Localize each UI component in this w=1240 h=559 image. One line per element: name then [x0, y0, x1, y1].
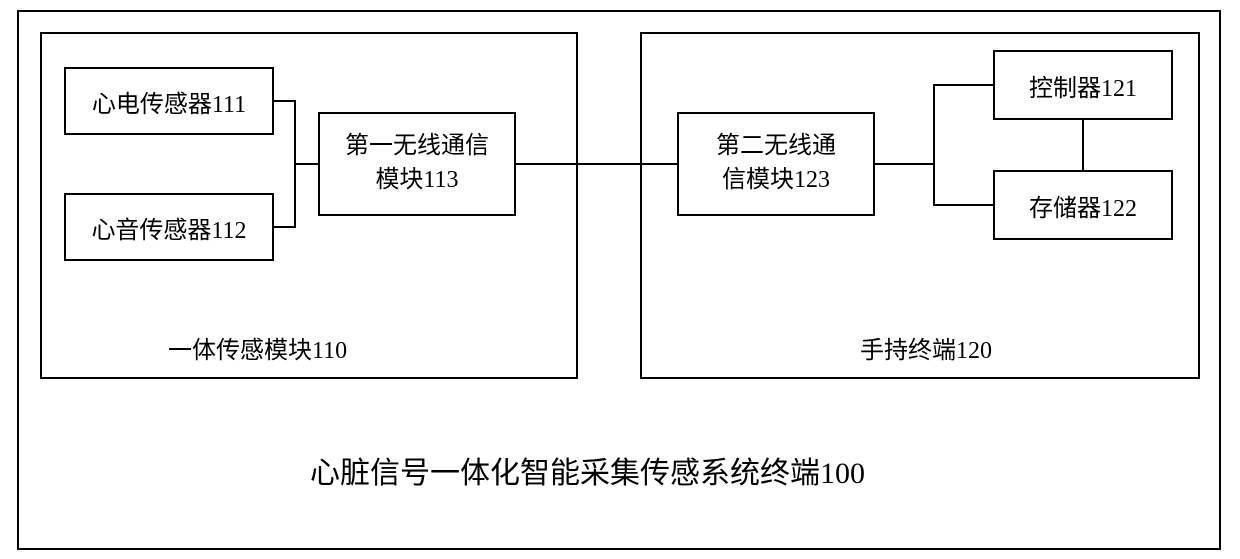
edge-bracket-to-n121 — [933, 84, 993, 86]
node-label: 存储器122 — [1029, 188, 1137, 223]
node-wireless-2-123: 第二无线通 信模块123 — [677, 112, 875, 216]
edge-n112-bracket-h — [274, 226, 296, 228]
node-ecg-sensor-111: 心电传感器111 — [64, 67, 274, 135]
node-label: 心电传感器111 — [92, 84, 246, 119]
diagram-canvas: 心电传感器111 心音传感器112 第一无线通信 模块113 第二无线通 信模块… — [0, 0, 1240, 559]
group-label-sensor-module: 一体传感模块110 — [168, 330, 347, 365]
node-label: 心音传感器112 — [91, 210, 246, 245]
node-label: 第一无线通信 模块113 — [345, 130, 489, 197]
edge-bracket-to-n122 — [933, 204, 993, 206]
group-label-handheld-terminal: 手持终端120 — [860, 330, 992, 365]
edge-n113-n123 — [516, 163, 677, 165]
edge-n123-bracket-h — [875, 163, 935, 165]
node-pcg-sensor-112: 心音传感器112 — [64, 193, 274, 261]
node-label: 第二无线通 信模块123 — [716, 130, 836, 197]
edge-n111-bracket-h — [274, 100, 296, 102]
title-text: 心脏信号一体化智能采集传感系统终端100 — [310, 457, 865, 490]
diagram-title: 心脏信号一体化智能采集传感系统终端100 — [310, 448, 865, 492]
edge-right-bracket-v — [933, 84, 935, 206]
group-label-text: 手持终端120 — [860, 338, 992, 364]
node-controller-121: 控制器121 — [993, 50, 1173, 120]
node-label: 控制器121 — [1029, 68, 1137, 103]
group-label-text: 一体传感模块110 — [168, 338, 347, 364]
edge-n121-n122 — [1082, 120, 1084, 170]
node-memory-122: 存储器122 — [993, 170, 1173, 240]
node-wireless-1-113: 第一无线通信 模块113 — [318, 112, 516, 216]
edge-bracket-to-n113 — [294, 163, 318, 165]
